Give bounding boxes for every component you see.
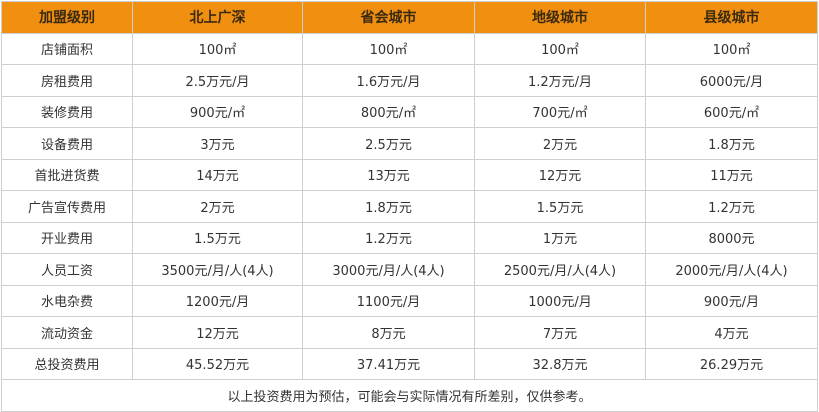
- cost-cell: 4万元: [645, 316, 818, 349]
- cost-cell: 1.8万元: [645, 127, 818, 160]
- cost-cell: 1.2万元: [302, 221, 475, 254]
- table-row: 总投资费用 45.52万元 37.41万元 32.8万元 26.29万元: [1, 347, 818, 380]
- cost-cell: 2500元/月/人(4人): [474, 253, 646, 286]
- row-label: 设备费用: [1, 127, 133, 160]
- cost-cell: 3500元/月/人(4人): [132, 253, 303, 286]
- row-label: 首批进货费: [1, 158, 133, 191]
- note-row: 以上投资费用为预估，可能会与实际情况有所差别，仅供参考。: [1, 379, 818, 412]
- cost-cell: 2万元: [132, 190, 303, 223]
- row-label: 总投资费用: [1, 347, 133, 380]
- cost-cell: 700元/㎡: [474, 95, 646, 128]
- cost-cell: 45.52万元: [132, 347, 303, 380]
- cost-cell: 2.5万元/月: [132, 64, 303, 97]
- cost-cell: 1.2万元: [645, 190, 818, 223]
- header-cell: 省会城市: [302, 1, 475, 34]
- row-label: 水电杂费: [1, 284, 133, 317]
- table-row: 广告宣传费用 2万元 1.8万元 1.5万元 1.2万元: [1, 190, 818, 223]
- cost-cell: 2.5万元: [302, 127, 475, 160]
- row-label: 装修费用: [1, 95, 133, 128]
- header-cell: 县级城市: [645, 1, 818, 34]
- cost-cell: 32.8万元: [474, 347, 646, 380]
- cost-cell: 1000元/月: [474, 284, 646, 317]
- cost-cell: 2万元: [474, 127, 646, 160]
- row-label: 广告宣传费用: [1, 190, 133, 223]
- cost-cell: 8万元: [302, 316, 475, 349]
- row-label: 人员工资: [1, 253, 133, 286]
- table-row: 房租费用 2.5万元/月 1.6万元/月 1.2万元/月 6000元/月: [1, 64, 818, 97]
- table-row: 设备费用 3万元 2.5万元 2万元 1.8万元: [1, 127, 818, 160]
- cost-cell: 1.6万元/月: [302, 64, 475, 97]
- cost-cell: 26.29万元: [645, 347, 818, 380]
- table-row: 首批进货费 14万元 13万元 12万元 11万元: [1, 158, 818, 191]
- row-label: 流动资金: [1, 316, 133, 349]
- row-label: 房租费用: [1, 64, 133, 97]
- table-row: 店铺面积 100㎡ 100㎡ 100㎡ 100㎡: [1, 32, 818, 65]
- table-row: 流动资金 12万元 8万元 7万元 4万元: [1, 316, 818, 349]
- cost-cell: 600元/㎡: [645, 95, 818, 128]
- row-label: 开业费用: [1, 221, 133, 254]
- cost-cell: 100㎡: [302, 32, 475, 65]
- header-row: 加盟级别 北上广深 省会城市 地级城市 县级城市: [1, 1, 818, 34]
- cost-cell: 11万元: [645, 158, 818, 191]
- header-cell: 加盟级别: [1, 1, 133, 34]
- header-cell: 地级城市: [474, 1, 646, 34]
- cost-cell: 8000元: [645, 221, 818, 254]
- cost-cell: 1200元/月: [132, 284, 303, 317]
- cost-cell: 3000元/月/人(4人): [302, 253, 475, 286]
- cost-cell: 1.2万元/月: [474, 64, 646, 97]
- row-label: 店铺面积: [1, 32, 133, 65]
- cost-cell: 100㎡: [645, 32, 818, 65]
- cost-cell: 1.5万元: [474, 190, 646, 223]
- cost-cell: 900元/㎡: [132, 95, 303, 128]
- cost-cell: 12万元: [474, 158, 646, 191]
- cost-cell: 1.5万元: [132, 221, 303, 254]
- cost-cell: 37.41万元: [302, 347, 475, 380]
- table-row: 开业费用 1.5万元 1.2万元 1万元 8000元: [1, 221, 818, 254]
- cost-cell: 1万元: [474, 221, 646, 254]
- cost-cell: 14万元: [132, 158, 303, 191]
- cost-cell: 3万元: [132, 127, 303, 160]
- table-row: 水电杂费 1200元/月 1100元/月 1000元/月 900元/月: [1, 284, 818, 317]
- cost-cell: 900元/月: [645, 284, 818, 317]
- cost-cell: 6000元/月: [645, 64, 818, 97]
- header-cell: 北上广深: [132, 1, 303, 34]
- table-row: 人员工资 3500元/月/人(4人) 3000元/月/人(4人) 2500元/月/人(…: [1, 253, 818, 286]
- cost-cell: 100㎡: [132, 32, 303, 65]
- cost-cell: 13万元: [302, 158, 475, 191]
- cost-cell: 7万元: [474, 316, 646, 349]
- cost-cell: 1100元/月: [302, 284, 475, 317]
- table-row: 装修费用 900元/㎡ 800元/㎡ 700元/㎡ 600元/㎡: [1, 95, 818, 128]
- cost-cell: 1.8万元: [302, 190, 475, 223]
- cost-cell: 2000元/月/人(4人): [645, 253, 818, 286]
- footnote: 以上投资费用为预估，可能会与实际情况有所差别，仅供参考。: [1, 379, 818, 412]
- cost-cell: 100㎡: [474, 32, 646, 65]
- cost-cell: 12万元: [132, 316, 303, 349]
- cost-cell: 800元/㎡: [302, 95, 475, 128]
